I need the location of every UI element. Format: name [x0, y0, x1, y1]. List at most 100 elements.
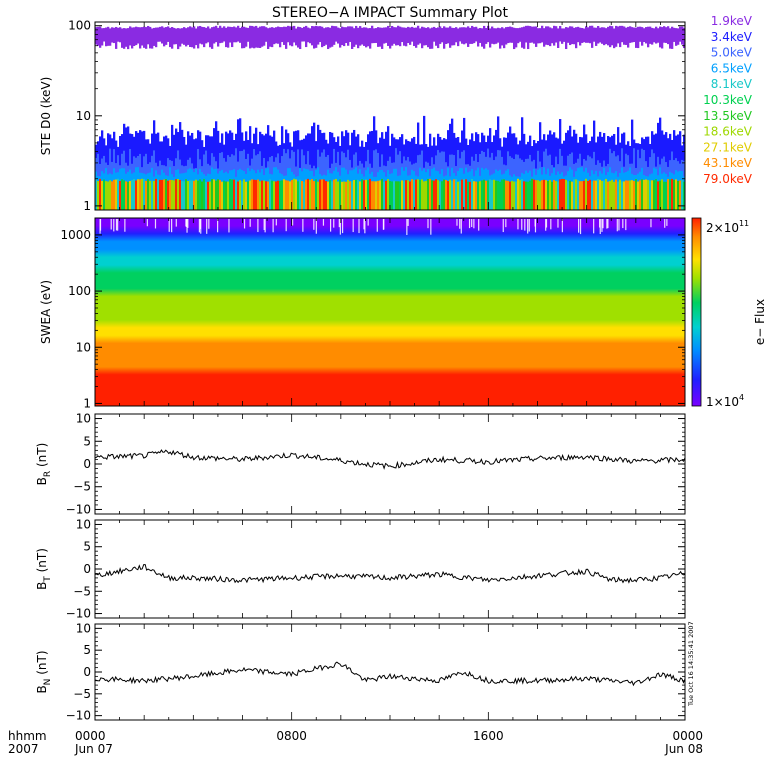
ste-bar-8.1keV — [471, 179, 474, 210]
ste-bar-13.5keV — [397, 181, 400, 210]
ste-bar-18.6keV — [109, 180, 112, 210]
ste-bar-1.9keV — [389, 27, 392, 49]
ste-bar-27.1keV — [545, 180, 548, 210]
ste-bar-13.5keV — [677, 180, 680, 210]
bt-series-line — [94, 564, 686, 584]
ste-bar-1.9keV — [135, 26, 138, 46]
ste-bar-1.9keV — [607, 26, 610, 46]
ste-bar-18.6keV — [335, 178, 338, 210]
ste-bar-1.9keV — [351, 26, 354, 49]
ste-bar-8.1keV — [205, 181, 208, 210]
y-tick-label: −5 — [73, 480, 91, 494]
ste-bar-43.1keV — [553, 180, 556, 210]
ste-bar-8.1keV — [591, 181, 594, 210]
ste-bar-43.1keV — [639, 180, 642, 210]
ste-bar-1.9keV — [293, 25, 296, 43]
swea-data-gap — [339, 219, 341, 235]
ste-bar-43.1keV — [485, 180, 488, 210]
swea-y-axis: 1 10 100 1000 — [60, 228, 685, 410]
ste-bar-13.5keV — [431, 180, 434, 210]
swea-data-gap — [243, 219, 246, 229]
ste-bar-79.0keV — [533, 179, 536, 210]
ste-bar-1.9keV — [511, 27, 514, 43]
ste-bar-1.9keV — [373, 28, 376, 44]
ste-bar-1.9keV — [401, 27, 404, 43]
ste-bar-8.1keV — [403, 180, 406, 210]
ste-bar-43.1keV — [593, 180, 596, 210]
ste-bar-79.0keV — [433, 180, 436, 210]
ste-bar-1.9keV — [417, 25, 420, 45]
ste-bar-1.9keV — [509, 26, 512, 43]
ste-bar-1.9keV — [665, 27, 668, 43]
ste-bar-43.1keV — [305, 179, 308, 210]
ste-bar-79.0keV — [161, 179, 164, 210]
ste-legend-entry: 18.6keV — [703, 125, 753, 139]
swea-data-gap — [625, 219, 627, 231]
ste-bar-13.5keV — [147, 179, 150, 210]
colorbar-min-mantissa: 1×10 — [706, 395, 739, 409]
x-tick-label-date: Jun 07 — [74, 742, 113, 756]
ste-bar-1.9keV — [113, 27, 116, 44]
swea-data-gap — [302, 219, 304, 232]
ste-bar-1.9keV — [279, 27, 282, 48]
ste-bar-79.0keV — [465, 179, 468, 210]
ste-bar-1.9keV — [245, 27, 248, 47]
ste-bar-1.9keV — [287, 25, 290, 43]
ste-bar-79.0keV — [363, 180, 366, 210]
ste-bar-1.9keV — [303, 26, 306, 42]
ste-bar-43.1keV — [163, 179, 166, 210]
ste-bar-1.9keV — [543, 28, 546, 47]
ste-bar-1.9keV — [195, 28, 198, 46]
ste-bar-3.4keV — [311, 126, 314, 206]
ste-bar-1.9keV — [207, 26, 210, 43]
swea-data-gap — [456, 219, 458, 226]
y-tick-label: 1 — [83, 199, 91, 213]
ste-bar-1.9keV — [241, 26, 244, 49]
ste-bar-79.0keV — [253, 179, 256, 210]
ste-bar-43.1keV — [679, 180, 682, 210]
ste-bar-18.6keV — [613, 181, 616, 210]
ste-bar-8.1keV — [133, 179, 136, 210]
ste-bar-10.3keV — [367, 180, 370, 210]
ste-bar-43.1keV — [169, 179, 172, 210]
ste-bar-79.0keV — [385, 180, 388, 210]
swea-data-gap — [367, 219, 369, 226]
ste-bar-18.6keV — [243, 179, 246, 210]
swea-data-gap — [545, 219, 547, 231]
ste-bar-79.0keV — [589, 179, 592, 210]
ste-bar-1.9keV — [359, 26, 362, 46]
ste-bar-43.1keV — [507, 180, 510, 210]
ste-bar-1.9keV — [579, 27, 582, 46]
ste-bar-1.9keV — [555, 26, 558, 43]
ste-bar-43.1keV — [251, 179, 254, 210]
ste-bar-8.1keV — [269, 179, 272, 210]
ste-bar-10.3keV — [501, 179, 504, 210]
swea-data-gap — [363, 219, 365, 230]
ste-bar-18.6keV — [347, 179, 350, 210]
ste-bar-1.9keV — [203, 27, 206, 48]
ste-bar-79.0keV — [167, 180, 170, 210]
ste-bar-43.1keV — [377, 180, 380, 210]
ste-bar-1.9keV — [197, 26, 200, 49]
y-tick-label: −5 — [73, 687, 91, 701]
ste-bar-1.9keV — [575, 27, 578, 49]
ste-bar-43.1keV — [411, 179, 414, 210]
ste-bar-1.9keV — [619, 25, 622, 48]
ste-bar-79.0keV — [119, 180, 122, 210]
ste-bar-1.9keV — [455, 27, 458, 43]
ste-bar-10.3keV — [467, 181, 470, 210]
ste-bar-13.5keV — [641, 179, 644, 210]
ste-bar-1.9keV — [405, 27, 408, 47]
ste-bar-1.9keV — [133, 27, 136, 47]
ste-bar-27.1keV — [249, 180, 252, 210]
ste-bar-8.1keV — [617, 181, 620, 210]
ste-bar-8.1keV — [491, 180, 494, 210]
swea-data-gap — [599, 219, 601, 234]
y-tick-label: 0 — [83, 665, 91, 679]
ste-bar-18.6keV — [317, 181, 320, 210]
ste-bar-1.9keV — [237, 25, 240, 42]
ste-bar-18.6keV — [107, 181, 110, 210]
ste-bar-1.9keV — [451, 27, 454, 46]
swea-data-gap — [257, 219, 259, 233]
